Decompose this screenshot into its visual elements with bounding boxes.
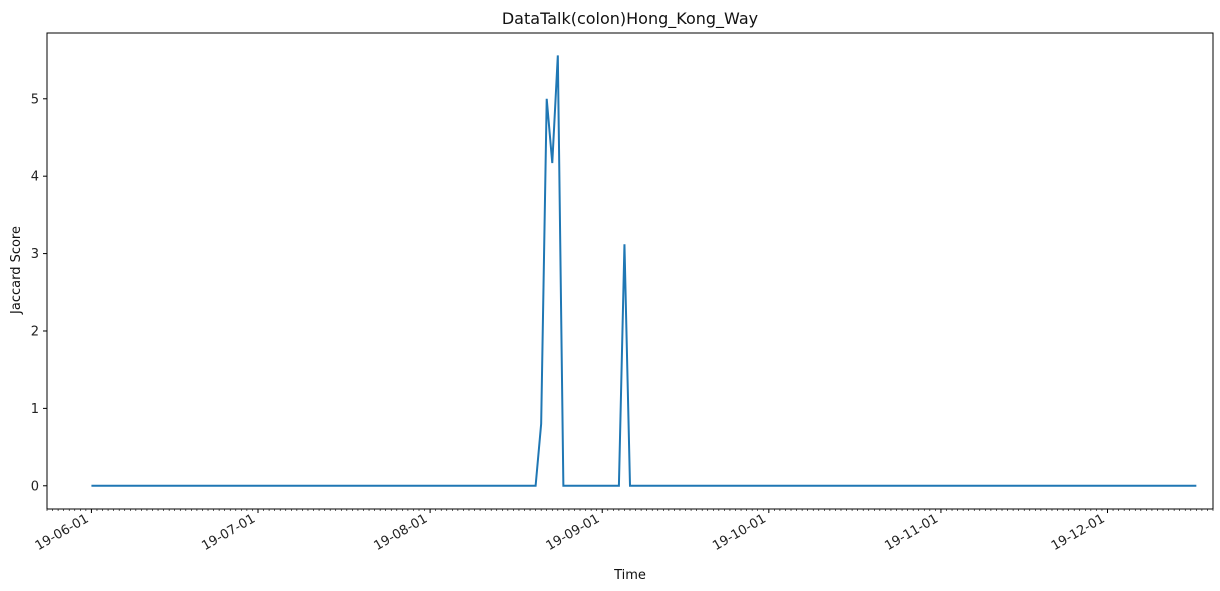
x-tick-label: 19-07-01 xyxy=(199,511,258,553)
y-axis-title: Jaccard Score xyxy=(9,226,24,315)
y-tick-label: 0 xyxy=(31,479,39,494)
series-line xyxy=(91,55,1197,487)
y-tick-label: 4 xyxy=(31,170,39,185)
x-axis-ticks: 19-06-01 19-07-01 19-08-01 19-09-01 19-10-01… xyxy=(33,509,1109,554)
x-tick-label: 19-06-01 xyxy=(33,511,92,553)
y-axis-ticks: 0 1 2 3 4 5 xyxy=(31,92,47,494)
y-tick-label: 2 xyxy=(31,324,39,339)
x-tick-label: 19-09-01 xyxy=(544,511,603,553)
series-layer xyxy=(91,55,1197,487)
x-tick-label: 19-11-01 xyxy=(882,511,941,553)
x-tick-label: 19-08-01 xyxy=(372,511,431,553)
x-axis-title: Time xyxy=(613,568,646,583)
y-tick-label: 5 xyxy=(31,92,39,107)
plot-frame xyxy=(46,32,1214,510)
x-tick-label: 19-12-01 xyxy=(1049,511,1108,553)
chart-title: DataTalk(colon)Hong_Kong_Way xyxy=(502,9,758,29)
y-tick-label: 3 xyxy=(31,247,39,262)
x-tick-label: 19-10-01 xyxy=(710,511,769,553)
y-tick-label: 1 xyxy=(31,402,39,417)
